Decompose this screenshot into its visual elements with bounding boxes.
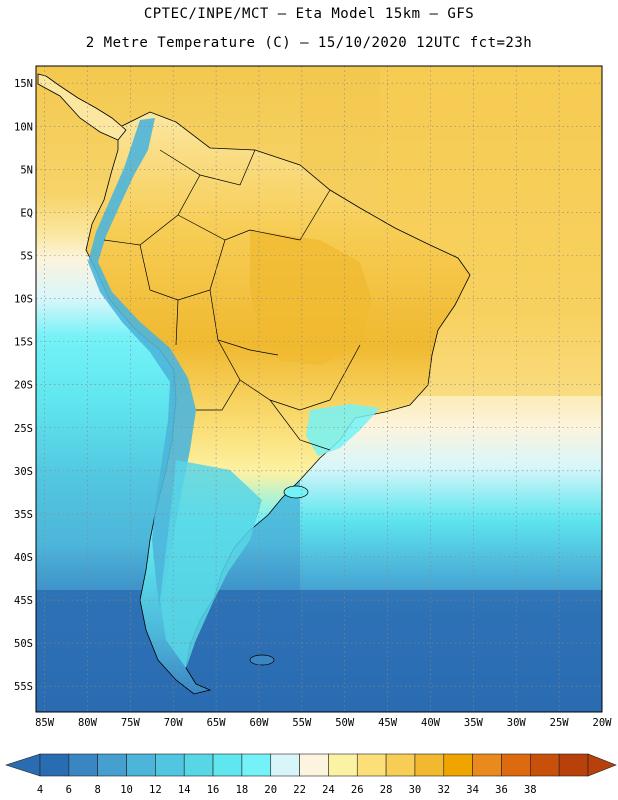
map-frame — [35, 65, 603, 713]
lat-label: 35S — [14, 509, 33, 521]
lagoa-dos-patos — [283, 485, 309, 499]
lat-label: 5N — [20, 164, 33, 176]
lon-label: 80W — [78, 717, 98, 729]
lon-label: 45W — [378, 717, 398, 729]
latitude-labels: 15N 10N 5N EQ 5S 10S 15S 20S 25S 30S 35S 40S 45S 50S 5… — [14, 78, 33, 693]
lon-label: 35W — [464, 717, 484, 729]
colorbar-tick-label: 36 — [495, 784, 508, 796]
colorbar-swatch — [97, 753, 127, 777]
title-line-2: 2 Metre Temperature (C) – 15/10/2020 12U… — [85, 35, 533, 51]
patagonia-cool-zone — [160, 460, 262, 668]
colorbar-tick-label: 26 — [351, 784, 364, 796]
falkland-islands — [249, 654, 275, 666]
colorbar-under-arrow — [5, 753, 41, 777]
lon-label: 20W — [593, 717, 613, 729]
colorbar-tick-label: 24 — [322, 784, 335, 796]
colorbar-swatch — [155, 753, 185, 777]
lat-label: 15N — [14, 78, 33, 90]
colorbar-tick-label: 22 — [293, 784, 306, 796]
lat-label: 40S — [14, 552, 33, 564]
colorbar-tick-label: 18 — [236, 784, 249, 796]
colorbar-swatch — [328, 753, 358, 777]
colorbar-swatch — [530, 753, 560, 777]
colorbar-tick-label: 6 — [66, 784, 72, 796]
colorbar-tick-label: 38 — [524, 784, 537, 796]
colorbar-tick-label: 20 — [264, 784, 277, 796]
lat-label: 10N — [14, 121, 33, 133]
lat-label: 5S — [20, 250, 33, 262]
colorbar-tick-label: 16 — [207, 784, 220, 796]
colorbar-swatch — [443, 753, 473, 777]
colorbar-swatch — [558, 753, 589, 777]
lat-label: 45S — [14, 595, 33, 607]
lat-label: EQ — [20, 207, 33, 219]
lat-label: 20S — [14, 380, 33, 392]
colorbar-tick-label: 10 — [120, 784, 133, 796]
map-panel — [36, 66, 602, 712]
colorbar-swatch — [212, 753, 243, 777]
colorbar-swatch — [126, 753, 156, 777]
lat-label: 10S — [14, 294, 33, 306]
country-borders — [103, 149, 361, 451]
colorbar-swatch — [472, 753, 502, 777]
colorbar-tick-label: 30 — [409, 784, 422, 796]
colorbar-swatch — [241, 753, 272, 777]
southern-ocean-band — [36, 590, 602, 712]
longitude-labels: 85W 80W 75W 70W 65W 60W 55W 50W 45W 40W 35W 30W 25W 2… — [35, 717, 612, 729]
lon-label: 65W — [207, 717, 227, 729]
lat-label: 55S — [14, 681, 33, 693]
colorbar-swatch — [385, 753, 416, 777]
lon-label: 75W — [121, 717, 141, 729]
lon-label: 85W — [35, 717, 55, 729]
central-brazil-hot-zone — [250, 230, 372, 365]
colorbar-swatch — [270, 753, 300, 777]
colorbar-over-arrow — [587, 753, 617, 777]
colorbar-tick-labels: 4 6 8 10 12 14 16 18 20 22 24 26 28 30 32 34 36 38 — [37, 784, 537, 796]
colorbar-swatch — [414, 753, 445, 777]
colorbar-swatch — [39, 753, 70, 777]
lon-label: 30W — [507, 717, 527, 729]
andes-cold-belt — [88, 118, 196, 610]
lon-label: 70W — [164, 717, 184, 729]
colorbar-tick-label: 14 — [178, 784, 191, 796]
lon-label: 60W — [249, 717, 269, 729]
lon-label: 55W — [292, 717, 312, 729]
lat-label: 25S — [14, 423, 33, 435]
lon-label: 50W — [335, 717, 355, 729]
colorbar-tick-label: 4 — [37, 784, 43, 796]
lat-label: 30S — [14, 466, 33, 478]
lat-label: 50S — [14, 638, 33, 650]
colorbar-swatch — [183, 753, 214, 777]
colorbar-tick-label: 34 — [466, 784, 479, 796]
colorbar — [5, 753, 617, 777]
colorbar-tick-label: 12 — [149, 784, 162, 796]
colorbar-swatch — [356, 753, 387, 777]
colorbar-tick-label: 28 — [380, 784, 393, 796]
colorbar-swatch — [299, 753, 329, 777]
colorbar-swatch — [501, 753, 531, 777]
colorbar-tick-label: 32 — [437, 784, 450, 796]
lat-label: 15S — [14, 337, 33, 349]
central-america-land — [37, 73, 127, 141]
colorbar-swatch — [68, 753, 98, 777]
lon-label: 25W — [550, 717, 570, 729]
southeast-cool-patch — [306, 404, 380, 456]
colorbar-tick-label: 8 — [95, 784, 101, 796]
title-line-1: CPTEC/INPE/MCT – Eta Model 15km – GFS — [143, 6, 475, 22]
lon-label: 40W — [421, 717, 441, 729]
